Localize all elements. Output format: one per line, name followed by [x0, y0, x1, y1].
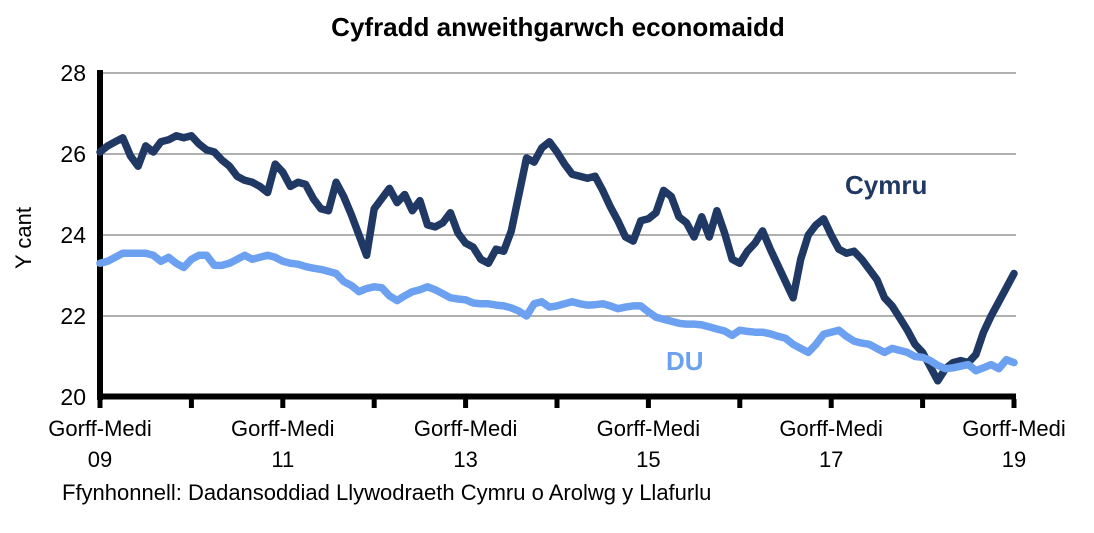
- x-tick-mark: [1011, 399, 1017, 408]
- x-tick-label-year: 19: [1001, 447, 1027, 472]
- source-note: Ffynhonnell: Dadansoddiad Llywodraeth Cy…: [62, 480, 712, 505]
- y-tick-label: 20: [60, 384, 86, 410]
- x-tick-label-period: Gorff-Medi: [596, 416, 701, 441]
- x-tick-mark: [737, 399, 743, 408]
- x-tick-label: Gorff-Medi 13: [414, 413, 518, 475]
- du-line: [96, 249, 1018, 375]
- x-tick-label: Gorff-Medi 09: [48, 413, 152, 475]
- x-axis-line: [97, 393, 1016, 400]
- chart-title: Cyfradd anweithgarwch economaidd: [331, 12, 785, 42]
- x-tick-mark: [828, 399, 834, 408]
- x-tick-label: Gorff-Medi 17: [779, 413, 883, 475]
- x-tick-mark: [280, 399, 286, 408]
- x-tick-label-year: 15: [636, 447, 661, 472]
- x-tick-mark: [188, 399, 194, 408]
- x-tick-label: Gorff-Medi 19: [962, 413, 1066, 475]
- x-tick-label-year: 09: [87, 447, 113, 472]
- series-label-cymru: Cymru: [845, 170, 928, 200]
- y-axis-line: [97, 70, 103, 400]
- y-tick-label: 28: [60, 60, 86, 86]
- x-tick-mark: [920, 399, 926, 408]
- y-tick-label: 26: [60, 141, 86, 167]
- x-tick-label-period: Gorff-Medi: [48, 416, 152, 441]
- x-tick-label-period: Gorff-Medi: [779, 416, 883, 441]
- y-tick-label: 24: [60, 222, 86, 248]
- y-tick-label: 22: [60, 303, 86, 329]
- x-tick-mark: [645, 399, 651, 408]
- series-label-du: DU: [666, 346, 704, 376]
- x-tick-mark: [371, 399, 377, 408]
- x-tick-label-period: Gorff-Medi: [231, 416, 335, 441]
- x-tick-label-period: Gorff-Medi: [413, 416, 518, 441]
- x-tick-mark: [97, 399, 103, 408]
- cymru-line: [96, 132, 1018, 385]
- x-tick-mark: [554, 399, 560, 408]
- x-tick-label: Gorff-Medi 11: [231, 413, 335, 475]
- x-tick-label-year: 11: [271, 447, 295, 472]
- x-tick-mark: [463, 399, 469, 408]
- x-tick-label-year: 13: [453, 447, 478, 472]
- x-tick-label-year: 17: [818, 447, 844, 472]
- x-tick-label: Gorff-Medi 15: [597, 413, 701, 475]
- x-tick-label-period: Gorff-Medi: [962, 416, 1066, 441]
